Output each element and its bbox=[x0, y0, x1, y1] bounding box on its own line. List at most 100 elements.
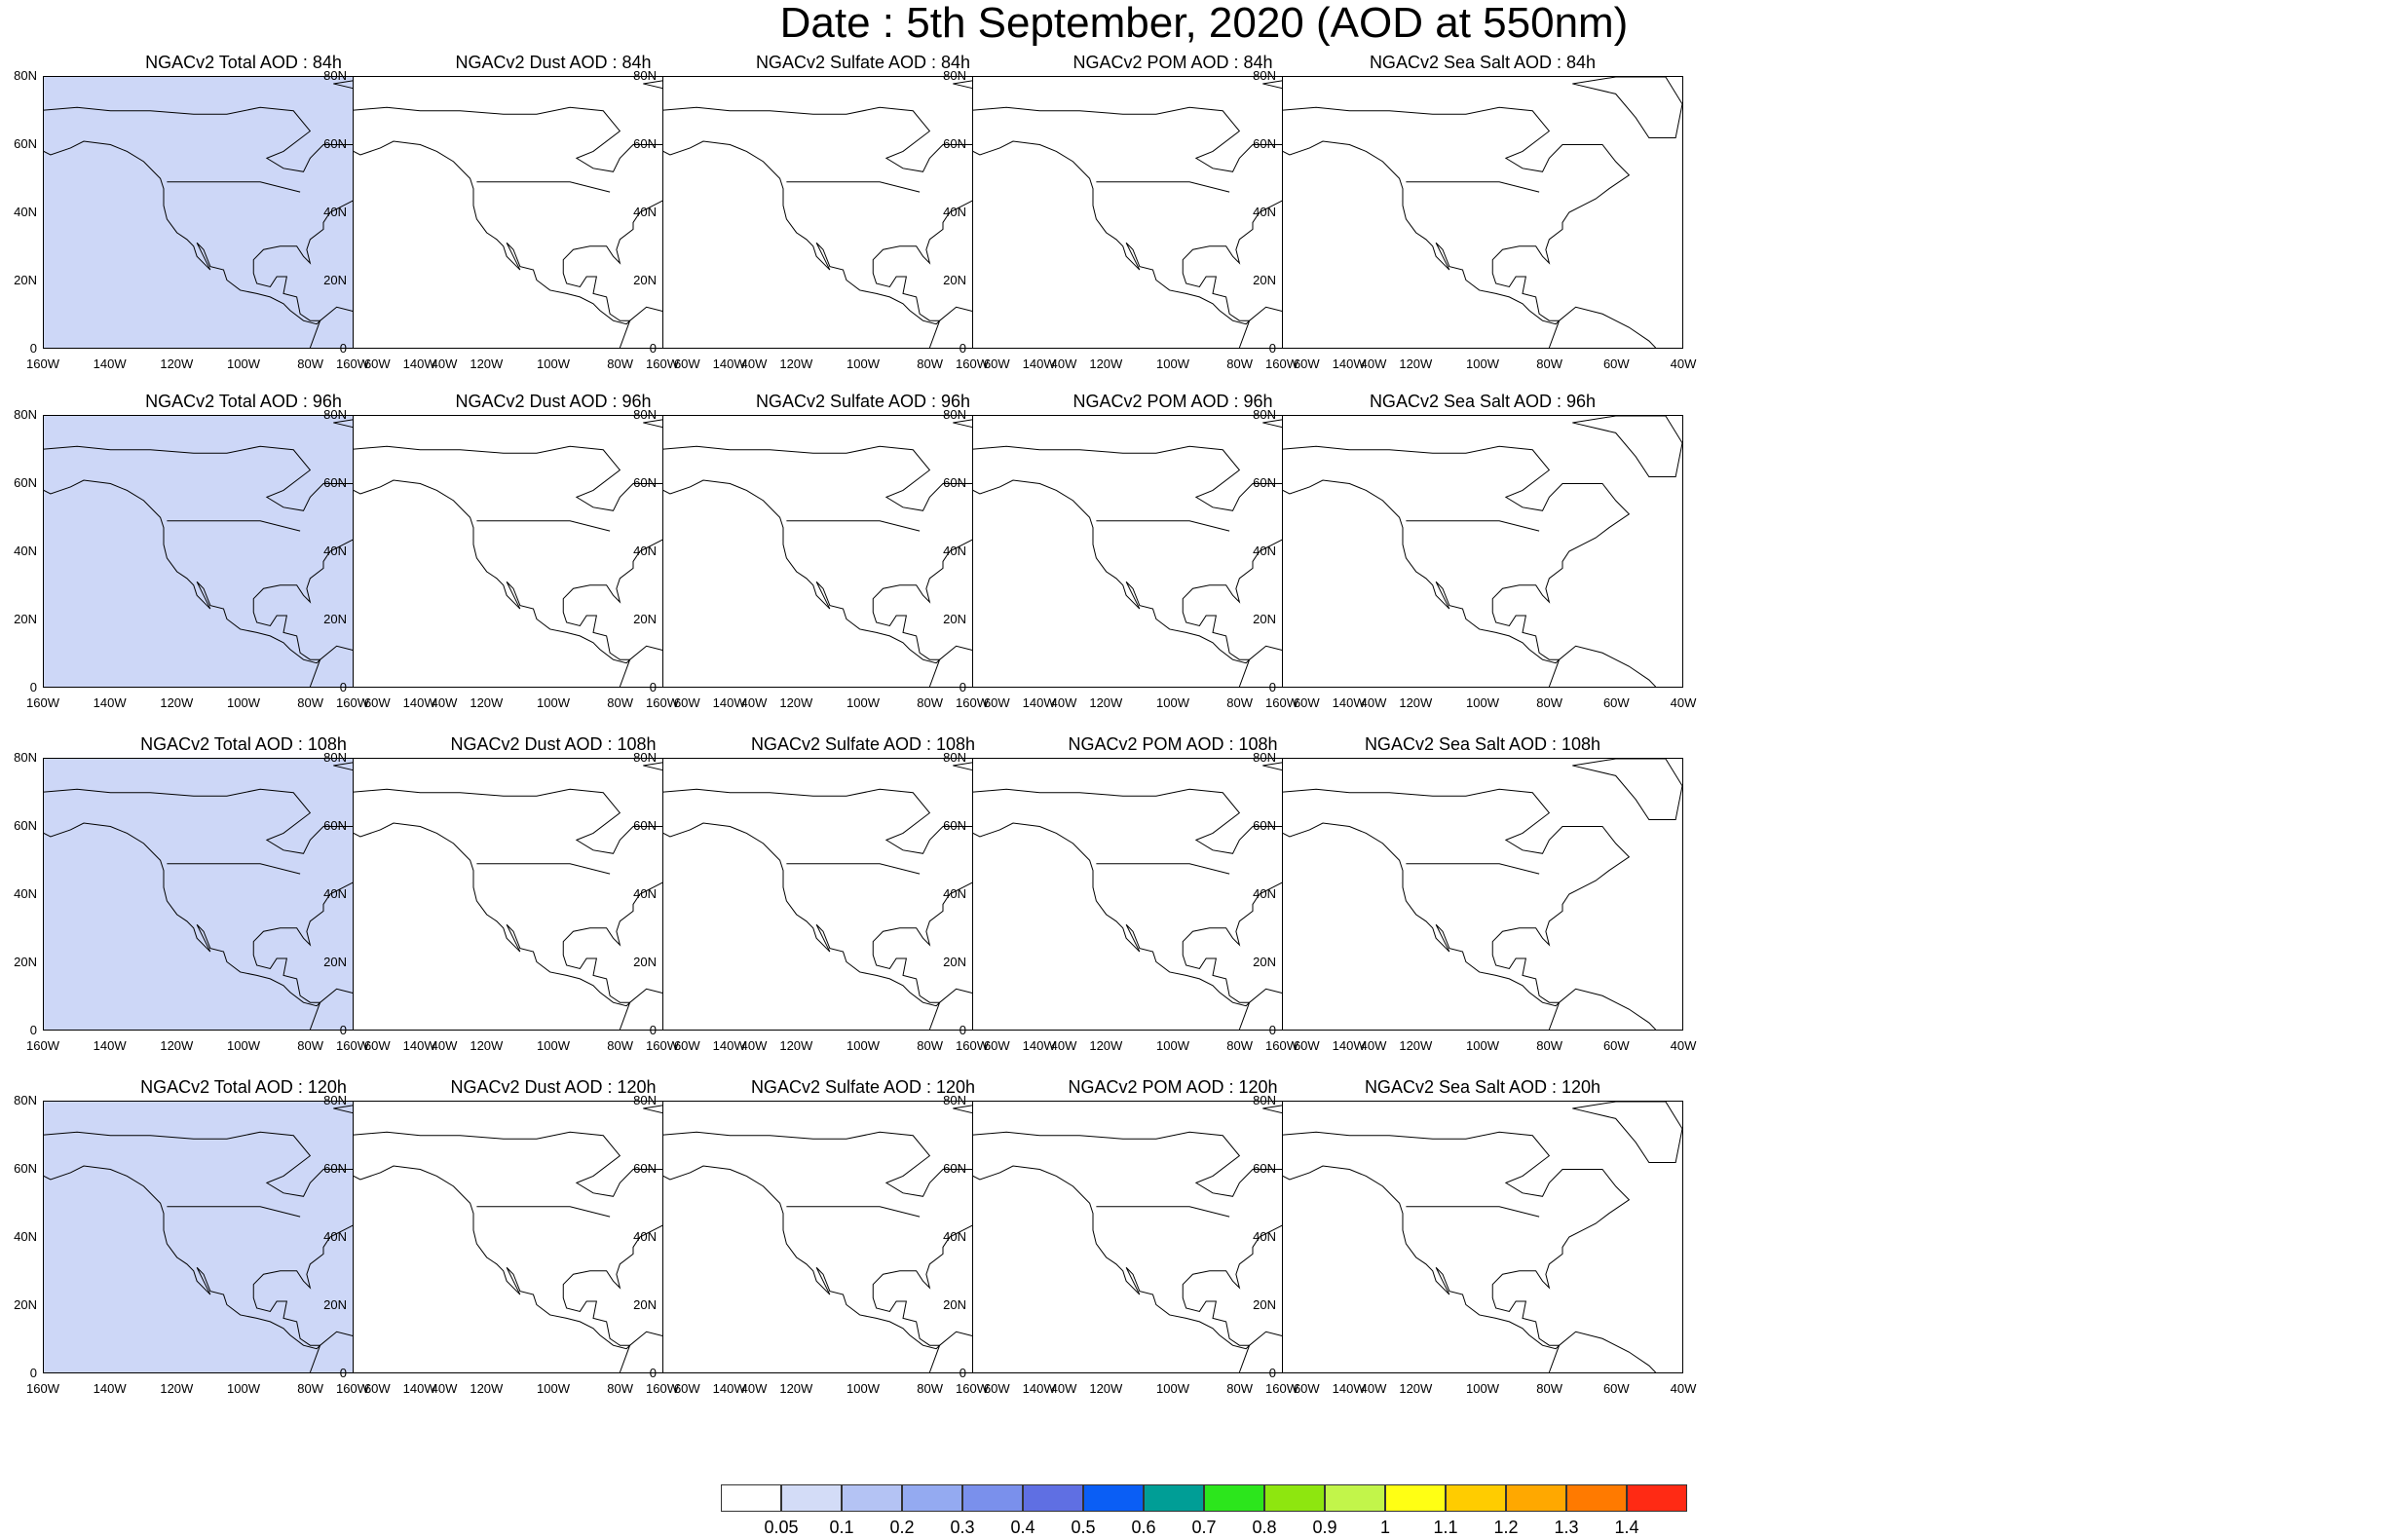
north-america-coastline bbox=[973, 445, 1321, 664]
us-canada-border bbox=[167, 1206, 301, 1218]
panel-title: NGACv2 Dust AOD : 96h bbox=[455, 392, 652, 411]
lat-tick-label: 0 bbox=[649, 1023, 657, 1037]
map-svg bbox=[1283, 759, 1682, 1030]
lat-tick-label: 60N bbox=[633, 1161, 657, 1176]
lat-tick-label: 20N bbox=[323, 1297, 347, 1312]
panel-title: NGACv2 Sea Salt AOD : 96h bbox=[1369, 392, 1597, 411]
lon-tick-label: 100W bbox=[1466, 1038, 1499, 1053]
lon-tick-label: 140W bbox=[712, 1038, 746, 1053]
north-america-coastline bbox=[44, 445, 392, 664]
colorbar-swatch bbox=[1083, 1484, 1144, 1512]
colorbar-label: 0.1 bbox=[829, 1518, 854, 1537]
lat-tick-label: 40N bbox=[323, 886, 347, 901]
lon-tick-label: 120W bbox=[470, 695, 504, 710]
lon-tick-label: 40W bbox=[740, 1038, 768, 1053]
lat-tick-label: 40N bbox=[633, 544, 657, 558]
lat-tick-label: 60N bbox=[943, 1161, 966, 1176]
lat-tick-label: 20N bbox=[1253, 273, 1276, 287]
lat-tick-label: 60N bbox=[1253, 475, 1276, 490]
lon-tick-label: 120W bbox=[470, 1381, 504, 1396]
lon-tick-label: 100W bbox=[1466, 1381, 1499, 1396]
colorbar-label: 0.5 bbox=[1071, 1518, 1096, 1537]
lat-tick-label: 0 bbox=[959, 1366, 966, 1380]
lon-tick-label: 40W bbox=[1050, 1381, 1077, 1396]
lon-tick-label: 40W bbox=[1050, 1038, 1077, 1053]
colorbar-swatch bbox=[1446, 1484, 1506, 1512]
north-america-coastline bbox=[1283, 1131, 1631, 1350]
aod-field bbox=[1283, 416, 1682, 687]
map-frame bbox=[1282, 415, 1683, 688]
greenland-coastline bbox=[1572, 77, 1682, 139]
lat-tick-label: 60N bbox=[943, 136, 966, 151]
panel-title: NGACv2 POM AOD : 120h bbox=[1068, 1077, 1278, 1097]
map-frame bbox=[1282, 758, 1683, 1031]
north-america-coastline bbox=[973, 106, 1321, 325]
lon-tick-label: 140W bbox=[402, 1038, 436, 1053]
lon-tick-label: 40W bbox=[431, 695, 458, 710]
map-panel: NGACv2 Sea Salt AOD : 84h 80N 60N 40N 20N 0 16… bbox=[1239, 53, 1696, 379]
lon-tick-label: 100W bbox=[227, 356, 260, 371]
lat-tick-label: 0 bbox=[959, 341, 966, 356]
lat-tick-label: 20N bbox=[323, 955, 347, 969]
panel-title: NGACv2 POM AOD : 84h bbox=[1072, 53, 1273, 72]
lon-tick-label: 140W bbox=[712, 356, 746, 371]
lon-tick-label: 160W bbox=[646, 695, 679, 710]
lon-tick-label: 40W bbox=[431, 1381, 458, 1396]
north-america-coastline bbox=[354, 1131, 701, 1350]
lat-tick-label: 0 bbox=[649, 341, 657, 356]
lat-tick-label: 0 bbox=[29, 1366, 37, 1380]
lon-tick-label: 140W bbox=[1022, 1038, 1056, 1053]
lon-tick-label: 40W bbox=[1670, 695, 1697, 710]
lat-tick-label: 20N bbox=[14, 955, 37, 969]
lat-tick-label: 40N bbox=[323, 544, 347, 558]
lon-tick-label: 140W bbox=[93, 695, 127, 710]
us-canada-border bbox=[1096, 181, 1230, 193]
lon-tick-label: 120W bbox=[160, 1038, 194, 1053]
lon-tick-label: 60W bbox=[1602, 1381, 1630, 1396]
panel-title: NGACv2 Sea Salt AOD : 108h bbox=[1364, 734, 1601, 754]
north-america-coastline bbox=[1283, 445, 1631, 664]
lat-tick-label: 60N bbox=[633, 136, 657, 151]
lon-tick-label: 40W bbox=[1670, 1038, 1697, 1053]
lon-tick-label: 160W bbox=[956, 1381, 989, 1396]
colorbar-swatch bbox=[962, 1484, 1023, 1512]
lat-tick-label: 40N bbox=[633, 205, 657, 219]
lon-tick-label: 60W bbox=[1602, 695, 1630, 710]
panel-title: NGACv2 Total AOD : 96h bbox=[145, 392, 342, 411]
lon-tick-label: 60W bbox=[1602, 356, 1630, 371]
lat-tick-label: 80N bbox=[14, 1093, 37, 1107]
panel-title: NGACv2 Dust AOD : 84h bbox=[455, 53, 652, 72]
panel-title: NGACv2 Sea Salt AOD : 84h bbox=[1369, 53, 1597, 72]
panel-title: NGACv2 POM AOD : 108h bbox=[1068, 734, 1278, 754]
map-panel: NGACv2 Sulfate AOD : 108h 80N 60N 40N 20N 0 16… bbox=[620, 734, 1076, 1061]
lon-tick-label: 120W bbox=[160, 1381, 194, 1396]
lat-tick-label: 40N bbox=[14, 1229, 37, 1244]
lon-tick-label: 60W bbox=[1293, 1038, 1320, 1053]
lon-tick-label: 60W bbox=[673, 1038, 700, 1053]
colorbar-swatch bbox=[1325, 1484, 1385, 1512]
lon-tick-label: 160W bbox=[336, 695, 369, 710]
colorbar-label: 0.7 bbox=[1191, 1518, 1217, 1537]
lat-tick-label: 80N bbox=[633, 407, 657, 422]
colorbar-swatch bbox=[1264, 1484, 1325, 1512]
lat-tick-label: 0 bbox=[649, 1366, 657, 1380]
us-canada-border bbox=[476, 520, 611, 532]
lat-tick-label: 80N bbox=[1253, 68, 1276, 83]
us-canada-border bbox=[1096, 863, 1230, 875]
lat-tick-label: 20N bbox=[943, 1297, 966, 1312]
lon-tick-label: 80W bbox=[1226, 356, 1254, 371]
lat-tick-label: 20N bbox=[14, 1297, 37, 1312]
lon-tick-label: 60W bbox=[983, 356, 1010, 371]
lat-tick-label: 80N bbox=[943, 1093, 966, 1107]
lat-tick-label: 60N bbox=[1253, 136, 1276, 151]
lon-tick-label: 160W bbox=[26, 1038, 59, 1053]
lon-tick-label: 120W bbox=[160, 356, 194, 371]
colorbar-label: 0.05 bbox=[764, 1518, 799, 1537]
lat-tick-label: 20N bbox=[633, 612, 657, 626]
lon-tick-label: 80W bbox=[607, 1038, 634, 1053]
map-frame bbox=[1282, 1101, 1683, 1373]
lon-tick-label: 100W bbox=[1156, 1038, 1189, 1053]
lon-tick-label: 80W bbox=[917, 1038, 944, 1053]
lat-tick-label: 0 bbox=[29, 1023, 37, 1037]
lon-tick-label: 160W bbox=[336, 1381, 369, 1396]
